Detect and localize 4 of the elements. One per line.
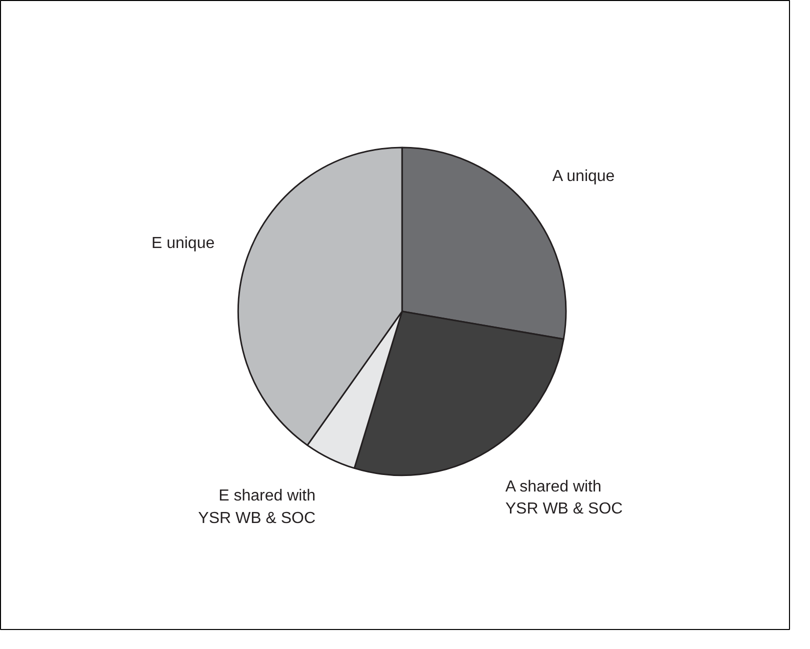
slice-label: A unique (552, 168, 615, 185)
slice-label: E unique (151, 234, 215, 252)
slice-label: E shared with YSR WB & SOC (198, 488, 316, 527)
slice-label: A shared with YSR WB & SOC (505, 478, 623, 518)
